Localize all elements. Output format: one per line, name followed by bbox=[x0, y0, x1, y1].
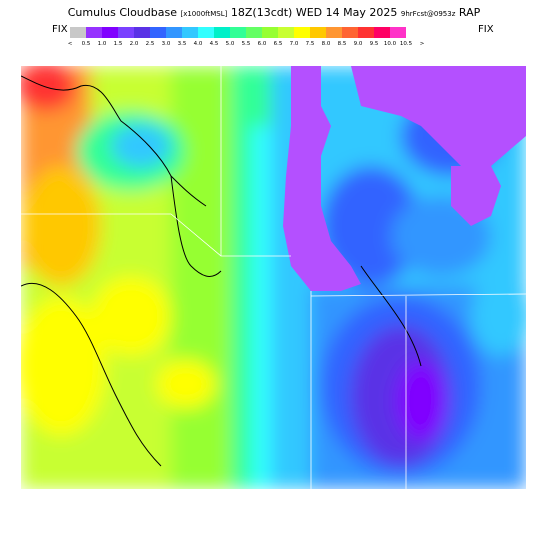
legend-swatch bbox=[358, 27, 374, 38]
valid-time: 18Z(13cdt) WED 14 May 2025 bbox=[230, 6, 398, 19]
chart-title: Cumulus Cloudbase [x1000ftMSL] 18Z(13cdt… bbox=[0, 6, 548, 19]
legend-tick-label: 6.5 bbox=[273, 41, 283, 47]
legend-swatch bbox=[166, 27, 182, 38]
legend-tick-label: 8.5 bbox=[337, 41, 347, 47]
legend-swatch bbox=[214, 27, 230, 38]
legend-tick-label: 5.5 bbox=[241, 41, 251, 47]
legend-tick-label: 0.5 bbox=[81, 41, 91, 47]
legend-tick-label: 5.0 bbox=[225, 41, 235, 47]
legend-swatch bbox=[326, 27, 342, 38]
legend-tick-label: 9.5 bbox=[369, 41, 379, 47]
legend-tick-label: 3.5 bbox=[177, 41, 187, 47]
legend-swatch bbox=[246, 27, 262, 38]
legend-swatch bbox=[134, 27, 150, 38]
legend-swatch bbox=[230, 27, 246, 38]
legend-swatch bbox=[390, 27, 406, 38]
legend-swatch bbox=[182, 27, 198, 38]
legend-swatch bbox=[198, 27, 214, 38]
legend-swatch bbox=[86, 27, 102, 38]
legend-swatch bbox=[310, 27, 326, 38]
legend-tick-label: 10.5 bbox=[399, 41, 413, 47]
state-borders bbox=[21, 66, 526, 489]
lake-huron bbox=[351, 66, 526, 226]
fix-right-label: FIX bbox=[478, 24, 494, 35]
legend-swatch bbox=[342, 27, 358, 38]
legend-tick-label: > bbox=[419, 41, 425, 47]
legend-tick-label: 10.0 bbox=[383, 41, 397, 47]
legend-swatch bbox=[278, 27, 294, 38]
legend-tick-label: 1.0 bbox=[97, 41, 107, 47]
fix-left-label: FIX bbox=[52, 24, 68, 35]
legend-swatch bbox=[118, 27, 134, 38]
legend-swatch bbox=[262, 27, 278, 38]
legend-swatch bbox=[374, 27, 390, 38]
legend-tick-label: < bbox=[67, 41, 73, 47]
legend-tick-label: 4.5 bbox=[209, 41, 219, 47]
map-outlines bbox=[21, 75, 422, 467]
legend-swatch bbox=[150, 27, 166, 38]
legend-tick-label: 6.0 bbox=[257, 41, 267, 47]
run-info: 9hrFcst@0953z bbox=[400, 10, 456, 18]
legend-tick-label: 8.0 bbox=[321, 41, 331, 47]
cloudbase-map bbox=[21, 66, 526, 489]
legend-tick-label: 3.0 bbox=[161, 41, 171, 47]
units-text: [x1000ftMSL] bbox=[180, 10, 228, 18]
legend-swatch bbox=[70, 27, 86, 38]
legend-tick-label: 7.5 bbox=[305, 41, 315, 47]
legend-tick-label: 2.5 bbox=[145, 41, 155, 47]
model-name: RAP bbox=[458, 6, 481, 19]
legend-tick-label: 9.0 bbox=[353, 41, 363, 47]
legend-tick-label: 4.0 bbox=[193, 41, 203, 47]
legend-swatch bbox=[294, 27, 310, 38]
title-text: Cumulus Cloudbase bbox=[67, 6, 177, 19]
legend-tick-label: 2.0 bbox=[129, 41, 139, 47]
legend-tick-label: 7.0 bbox=[289, 41, 299, 47]
legend-swatch bbox=[102, 27, 118, 38]
lake-michigan bbox=[283, 66, 361, 291]
color-legend bbox=[70, 27, 406, 38]
legend-tick-label: 1.5 bbox=[113, 41, 123, 47]
